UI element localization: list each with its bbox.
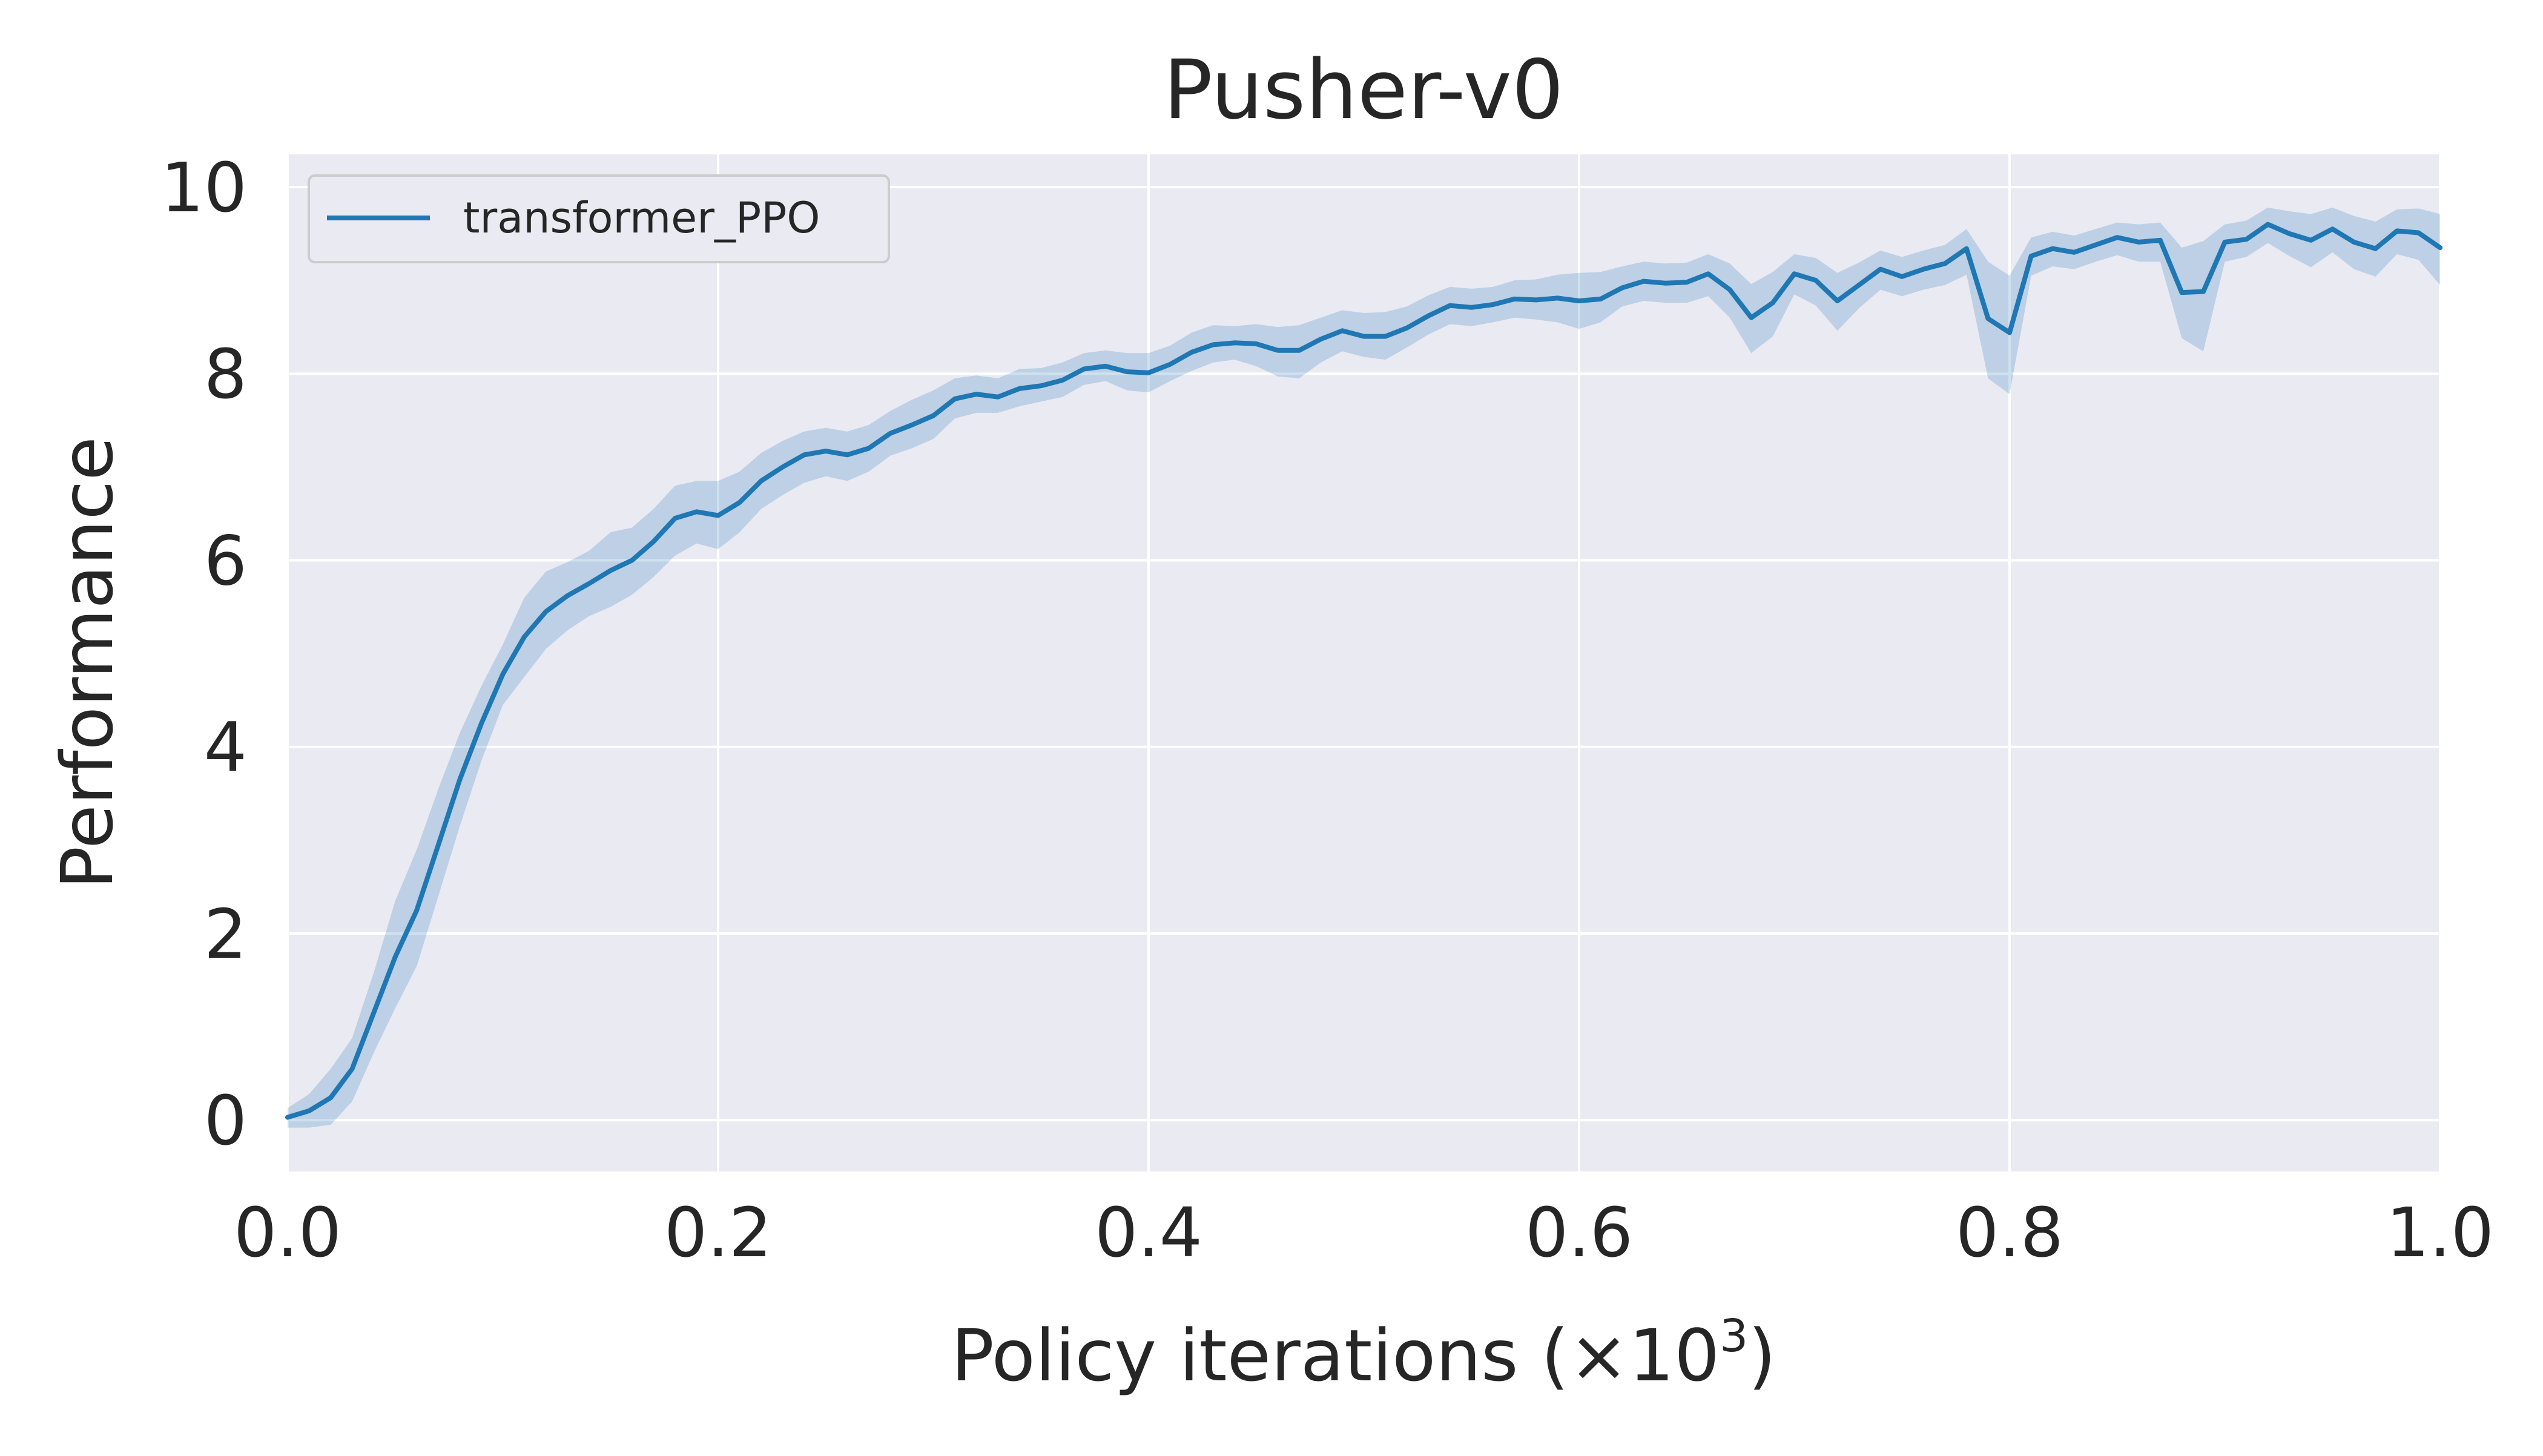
y-axis-label: Performance — [45, 436, 129, 889]
series-line-0 — [285, 222, 2442, 1120]
legend: transformer_PPO — [308, 174, 890, 263]
y-tick-label-4: 8 — [204, 335, 247, 414]
x-tick-labels: 0.0 0.2 0.4 0.6 0.8 1.0 — [234, 1194, 2494, 1273]
chart-title: Pusher-v0 — [1163, 42, 1563, 137]
x-tick-label-2: 0.4 — [1095, 1194, 1202, 1273]
x-axis-label-close: ) — [1748, 1314, 1776, 1397]
x-tick-label-5: 1.0 — [2386, 1194, 2494, 1273]
x-axis-label-superscript: 3 — [1720, 1310, 1748, 1362]
legend-box — [308, 174, 890, 263]
x-tick-label-4: 0.8 — [1956, 1194, 2063, 1273]
confidence-band-0 — [288, 207, 2440, 1128]
x-axis-label-main: Policy iterations (×10 — [951, 1314, 1720, 1397]
x-tick-label-3: 0.6 — [1525, 1194, 1633, 1273]
x-axis-label: Policy iterations (×103) — [951, 1310, 1776, 1397]
x-tick-label-0: 0.0 — [234, 1194, 341, 1273]
confidence-band-layer — [288, 207, 2440, 1128]
y-tick-label-0: 0 — [204, 1082, 247, 1161]
y-tick-label-3: 6 — [204, 522, 247, 601]
y-tick-label-5: 10 — [160, 149, 247, 228]
y-tick-label-1: 2 — [204, 895, 247, 974]
plot-background — [288, 154, 2440, 1171]
y-tick-labels: 0 2 4 6 8 10 — [160, 149, 247, 1161]
x-tick-label-1: 0.2 — [664, 1194, 772, 1273]
legend-label-transformer-ppo: transformer_PPO — [463, 193, 820, 243]
series-line-layer — [285, 222, 2442, 1120]
y-tick-label-2: 4 — [204, 709, 247, 788]
